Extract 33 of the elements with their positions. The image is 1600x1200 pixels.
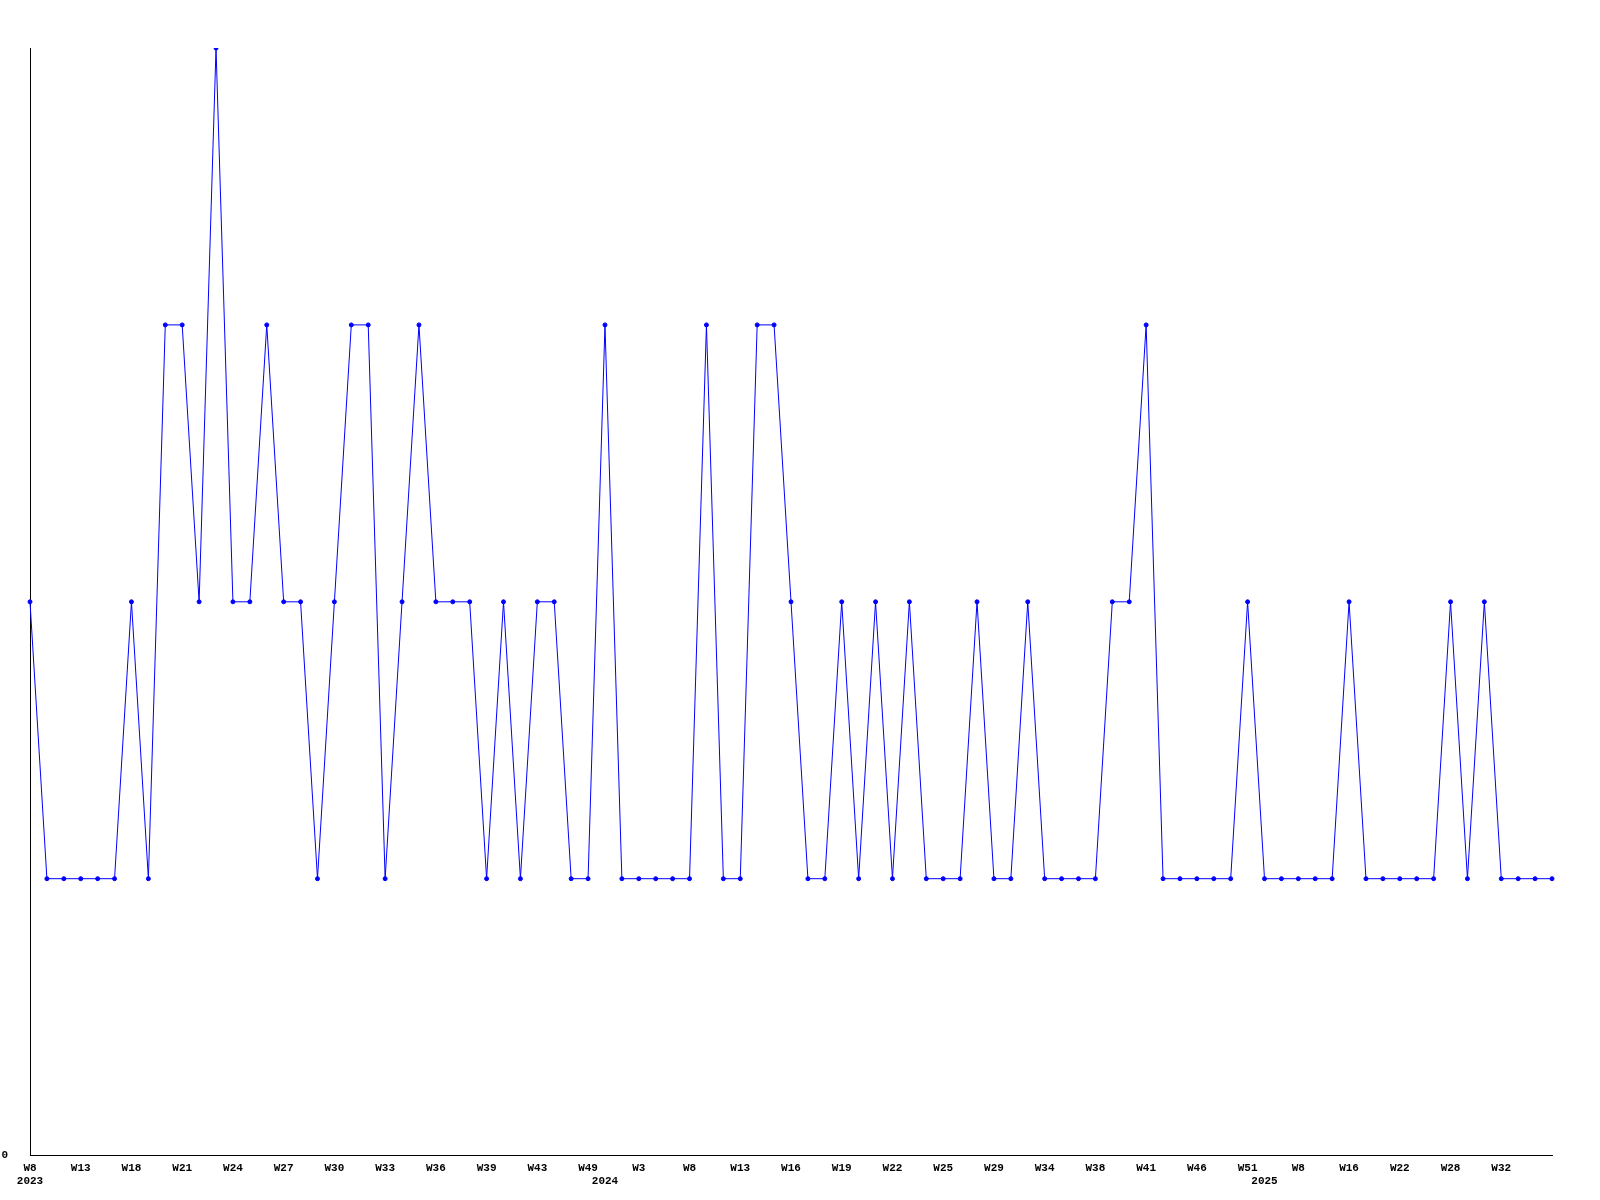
x-tick-label: W51 (1237, 1161, 1258, 1174)
x-tick-label: W13 (70, 1161, 92, 1174)
text: 0 (1, 1149, 8, 1162)
x-tick-label: W39 (476, 1161, 497, 1174)
x-tick-label: W16 (1339, 1161, 1359, 1174)
x-tick-label: W22 (882, 1161, 903, 1174)
x-tick-label: W41 (1136, 1161, 1157, 1174)
x-tick-label: W34 (1034, 1161, 1055, 1174)
x-tick-label: W18 (121, 1161, 142, 1174)
x-tick-label: W46 (1186, 1161, 1207, 1174)
x-tick-label: W38 (1085, 1161, 1106, 1174)
x-tick-label: W24 (223, 1161, 244, 1174)
x-tick-label: W32 (1491, 1161, 1512, 1174)
x-tick-label: W30 (324, 1161, 345, 1174)
x-tick-label: W25 (933, 1161, 954, 1174)
x-tick-label: W33 (375, 1161, 396, 1174)
x-tick-label: W27 (273, 1161, 294, 1174)
x-tick-label: W28 (1440, 1161, 1461, 1174)
x-tick-label: W22 (1389, 1161, 1410, 1174)
x-tick-label: W21 (172, 1161, 193, 1174)
x-tick-label: W43 (527, 1161, 548, 1174)
x-tick-label: W19 (831, 1161, 852, 1174)
x-tick-label: 2024 (591, 1175, 619, 1188)
x-tick-label: W36 (425, 1161, 446, 1174)
x-tick-label: 2025 (1251, 1175, 1279, 1188)
x-tick-label: W8 (682, 1161, 697, 1174)
x-tick-label: W8 2023 (16, 1161, 44, 1188)
x-tick-label: W8 (1291, 1161, 1306, 1174)
x-tick-label: W49 (578, 1161, 598, 1174)
x-tick-label: W13 (730, 1161, 751, 1174)
x-tick-label: W3 (632, 1161, 646, 1174)
x-tick-label: W29 (984, 1161, 1004, 1174)
x-tick-label: W16 (781, 1161, 801, 1174)
